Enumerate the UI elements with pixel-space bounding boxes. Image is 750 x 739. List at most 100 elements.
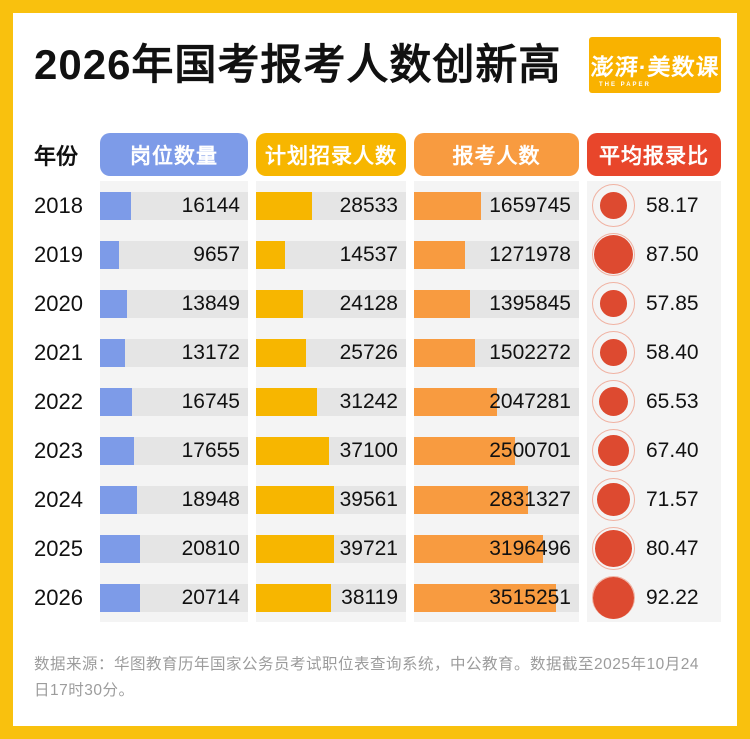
applicants-cell: 1502272 xyxy=(414,328,579,377)
ratio-circle-icon xyxy=(597,483,630,516)
planned-cell: 37100 xyxy=(256,426,406,475)
planned-bar-track: 31242 xyxy=(256,387,406,416)
positions-value: 16745 xyxy=(181,389,240,413)
ratio-value: 80.47 xyxy=(646,536,699,560)
positions-bar-track: 13849 xyxy=(100,289,248,318)
applicants-cell: 1271978 xyxy=(414,230,579,279)
applicants-value: 1271978 xyxy=(489,242,571,266)
applicants-bar xyxy=(414,436,515,465)
applicants-bar-track: 1502272 xyxy=(414,338,579,367)
planned-cell: 24128 xyxy=(256,279,406,328)
positions-cell: 20810 xyxy=(100,524,248,573)
ratio-value: 87.50 xyxy=(646,242,699,266)
ratio-value: 57.85 xyxy=(646,291,699,315)
ratio-ring-icon xyxy=(592,282,635,325)
positions-bar xyxy=(100,191,132,220)
table-row: 2021 13172 25726 1502272 58.40 xyxy=(34,328,737,377)
positions-value: 13849 xyxy=(181,291,240,315)
planned-bar-track: 28533 xyxy=(256,191,406,220)
planned-value: 25726 xyxy=(339,340,398,364)
ratio-ring-icon xyxy=(592,380,635,423)
applicants-bar-track: 1659745 xyxy=(414,191,579,220)
planned-bar xyxy=(256,240,285,269)
planned-bar-track: 39721 xyxy=(256,534,406,563)
planned-value: 38119 xyxy=(341,585,398,609)
page-title: 2026年国考报考人数创新高 xyxy=(34,40,562,88)
positions-value: 20714 xyxy=(181,585,240,609)
planned-bar-track: 25726 xyxy=(256,338,406,367)
ratio-cell: 67.40 xyxy=(587,426,721,475)
planned-cell: 25726 xyxy=(256,328,406,377)
planned-cell: 31242 xyxy=(256,377,406,426)
planned-bar xyxy=(256,289,304,318)
year-label: 2024 xyxy=(34,486,83,512)
table-header-row: 年份 岗位数量 计划招录人数 报考人数 平均报录比 xyxy=(34,133,737,176)
positions-value: 17655 xyxy=(181,438,240,462)
planned-bar xyxy=(256,338,307,367)
applicants-value: 1502272 xyxy=(489,340,571,364)
year-column-header: 年份 xyxy=(34,143,79,169)
ratio-value: 58.40 xyxy=(646,340,699,364)
applicants-cell: 2500701 xyxy=(414,426,579,475)
ratio-value: 58.17 xyxy=(646,193,699,217)
positions-bar xyxy=(100,338,126,367)
positions-bar-track: 17655 xyxy=(100,436,248,465)
applicants-bar-track: 3196496 xyxy=(414,534,579,563)
table-row: 2023 17655 37100 2500701 67.40 xyxy=(34,426,737,475)
applicants-bar xyxy=(414,289,471,318)
planned-value: 28533 xyxy=(339,193,398,217)
applicants-value: 2831327 xyxy=(489,487,571,511)
applicants-bar-track: 2831327 xyxy=(414,485,579,514)
planned-cell: 38119 xyxy=(256,573,406,622)
planned-bar xyxy=(256,583,331,612)
planned-value: 39721 xyxy=(339,536,398,560)
applicants-cell: 2047281 xyxy=(414,377,579,426)
planned-value: 24128 xyxy=(339,291,398,315)
applicants-cell: 3515251 xyxy=(414,573,579,622)
positions-value: 9657 xyxy=(193,242,240,266)
applicants-bar-track: 2047281 xyxy=(414,387,579,416)
positions-value: 18948 xyxy=(181,487,240,511)
pengpai-logo: 澎湃·美数课 THE PAPER xyxy=(589,37,721,93)
data-source-note: 数据来源：华图教育历年国家公务员考试职位表查询系统，中公教育。数据截至2025年… xyxy=(34,656,699,699)
positions-bar xyxy=(100,534,141,563)
planned-value: 14537 xyxy=(339,242,398,266)
applicants-bar xyxy=(414,338,475,367)
planned-bar-track: 24128 xyxy=(256,289,406,318)
applicants-value: 3515251 xyxy=(489,585,571,609)
planned-bar-track: 37100 xyxy=(256,436,406,465)
applicants-bar xyxy=(414,240,466,269)
applicants-bar xyxy=(414,485,529,514)
applicants-bar-track: 2500701 xyxy=(414,436,579,465)
table-row: 2018 16144 28533 1659745 58.17 xyxy=(34,181,737,230)
column-header-positions: 岗位数量 xyxy=(100,133,248,176)
ratio-ring-icon xyxy=(592,527,635,570)
ratio-ring-icon xyxy=(592,233,635,276)
ratio-circle-icon xyxy=(595,530,632,567)
ratio-circle-icon xyxy=(600,192,627,219)
table-row: 2022 16745 31242 2047281 65.53 xyxy=(34,377,737,426)
positions-bar-track: 13172 xyxy=(100,338,248,367)
applicants-cell: 1395845 xyxy=(414,279,579,328)
ratio-circle-icon xyxy=(598,435,629,466)
planned-bar-track: 14537 xyxy=(256,240,406,269)
planned-bar xyxy=(256,191,312,220)
year-label: 2025 xyxy=(34,535,83,561)
ratio-circle-icon xyxy=(593,576,634,619)
ratio-ring-icon xyxy=(592,478,635,521)
applicants-bar-track: 1395845 xyxy=(414,289,579,318)
table-row: 2024 18948 39561 2831327 71.57 xyxy=(34,475,737,524)
planned-cell: 39561 xyxy=(256,475,406,524)
positions-bar-track: 16745 xyxy=(100,387,248,416)
applicants-value: 1395845 xyxy=(489,291,571,315)
ratio-circle-icon xyxy=(600,290,627,317)
planned-cell: 14537 xyxy=(256,230,406,279)
positions-bar xyxy=(100,436,135,465)
positions-cell: 13172 xyxy=(100,328,248,377)
positions-bar xyxy=(100,485,137,514)
planned-bar xyxy=(256,485,334,514)
ratio-ring-icon xyxy=(592,331,635,374)
planned-value: 39561 xyxy=(339,487,398,511)
ratio-cell: 58.40 xyxy=(587,328,721,377)
